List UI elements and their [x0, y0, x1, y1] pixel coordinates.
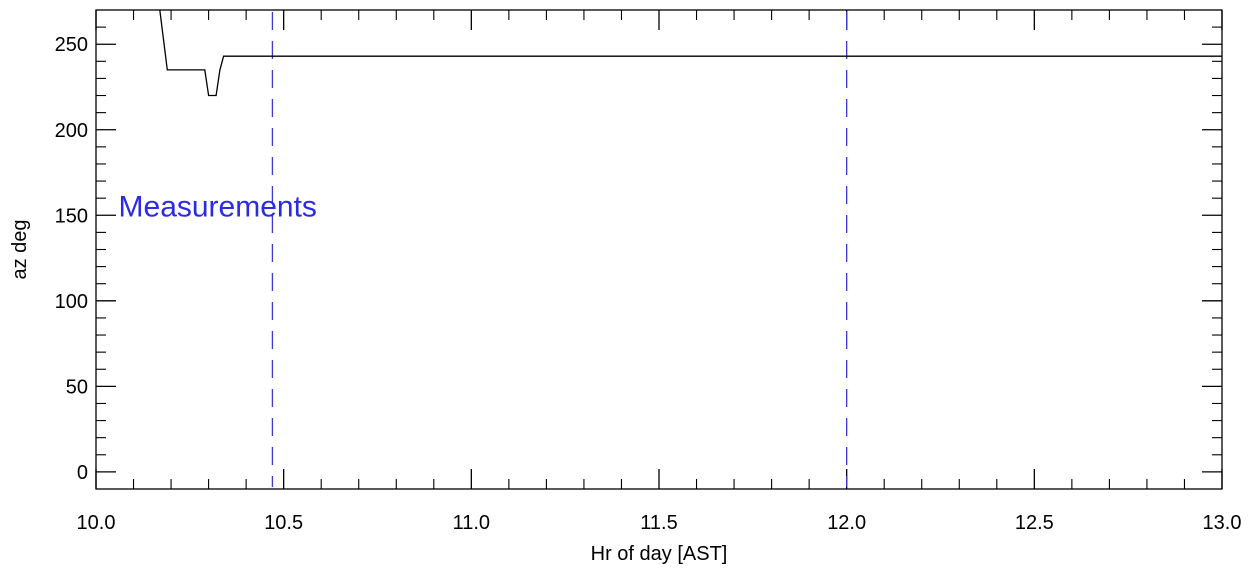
y-tick-label: 200 — [55, 120, 88, 142]
tick-labels: 10.0 10.5 11.0 11.5 12.0 12.5 13.0 0 50 100 150 200… — [55, 34, 1242, 534]
x-tick-label: 13.0 — [1203, 512, 1242, 534]
x-tick-label: 12.0 — [827, 512, 866, 534]
x-tick-label: 10.0 — [77, 512, 116, 534]
y-tick-label: 150 — [55, 205, 88, 227]
measurements-annotation: Measurements — [119, 191, 317, 224]
plot-frame — [95, 9, 1223, 490]
x-tick-label: 11.5 — [640, 512, 677, 534]
y-axis-title: az deg — [9, 219, 31, 279]
x-tick-label: 11.0 — [453, 512, 490, 534]
x-tick-label: 10.5 — [264, 512, 303, 534]
x-axis-title: Hr of day [AST] — [591, 543, 728, 565]
y-tick-label: 250 — [55, 34, 88, 56]
y-tick-label: 100 — [55, 291, 88, 313]
x-tick-label: 12.5 — [1015, 512, 1054, 534]
y-tick-label: 0 — [77, 462, 88, 484]
plot-lines — [159, 9, 1222, 487]
y-tick-label: 50 — [66, 376, 88, 398]
azimuth-series-line — [159, 9, 1222, 97]
axis-ticks — [95, 10, 1223, 489]
